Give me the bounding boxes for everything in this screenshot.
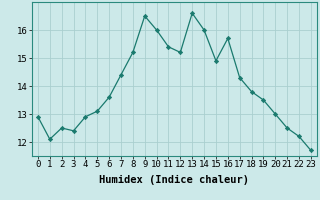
X-axis label: Humidex (Indice chaleur): Humidex (Indice chaleur)	[100, 175, 249, 185]
